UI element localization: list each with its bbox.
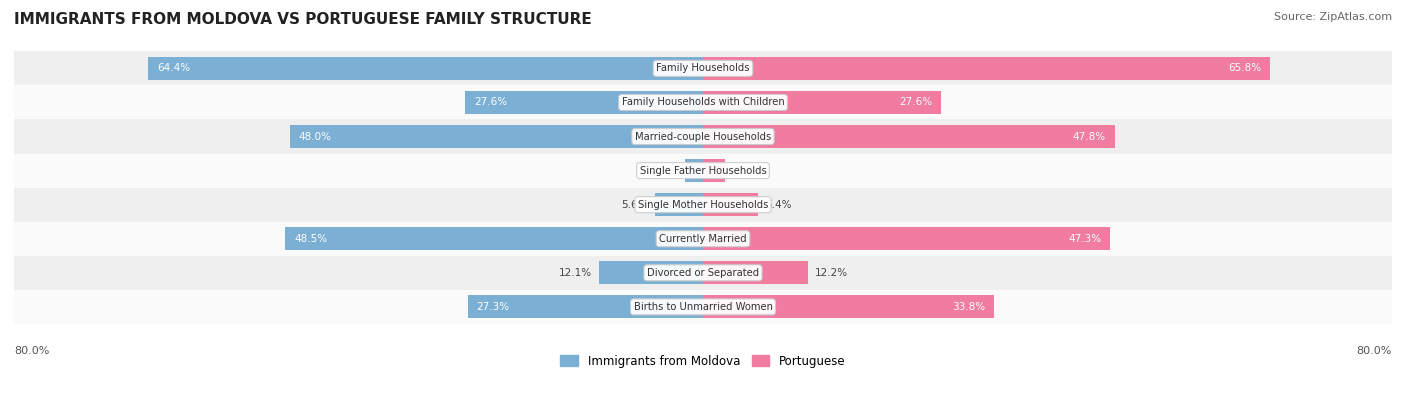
- Text: Married-couple Households: Married-couple Households: [636, 132, 770, 141]
- Text: 47.8%: 47.8%: [1073, 132, 1107, 141]
- Bar: [703, 227, 1111, 250]
- Text: Family Households with Children: Family Households with Children: [621, 98, 785, 107]
- Text: 48.0%: 48.0%: [298, 132, 332, 141]
- Bar: [703, 91, 941, 114]
- Text: 27.6%: 27.6%: [474, 98, 508, 107]
- Text: 2.5%: 2.5%: [731, 166, 758, 176]
- Text: 64.4%: 64.4%: [157, 63, 190, 73]
- Bar: [599, 261, 703, 284]
- Text: Births to Unmarried Women: Births to Unmarried Women: [634, 302, 772, 312]
- Bar: [703, 261, 808, 284]
- Text: 6.4%: 6.4%: [765, 199, 792, 210]
- Bar: [703, 57, 1270, 80]
- Text: 12.1%: 12.1%: [558, 268, 592, 278]
- Bar: [14, 256, 1392, 290]
- Text: 27.3%: 27.3%: [477, 302, 509, 312]
- Bar: [685, 159, 703, 182]
- Bar: [285, 227, 703, 250]
- Text: Single Mother Households: Single Mother Households: [638, 199, 768, 210]
- Bar: [703, 159, 724, 182]
- Bar: [655, 193, 703, 216]
- Text: Currently Married: Currently Married: [659, 234, 747, 244]
- Text: IMMIGRANTS FROM MOLDOVA VS PORTUGUESE FAMILY STRUCTURE: IMMIGRANTS FROM MOLDOVA VS PORTUGUESE FA…: [14, 12, 592, 27]
- Text: 33.8%: 33.8%: [952, 302, 986, 312]
- Text: 80.0%: 80.0%: [1357, 346, 1392, 356]
- Text: Single Father Households: Single Father Households: [640, 166, 766, 176]
- Legend: Immigrants from Moldova, Portuguese: Immigrants from Moldova, Portuguese: [555, 350, 851, 372]
- Bar: [14, 51, 1392, 85]
- Bar: [468, 295, 703, 318]
- Text: Family Households: Family Households: [657, 63, 749, 73]
- Text: 5.6%: 5.6%: [621, 199, 648, 210]
- Bar: [149, 57, 703, 80]
- Text: Source: ZipAtlas.com: Source: ZipAtlas.com: [1274, 12, 1392, 22]
- Text: 80.0%: 80.0%: [14, 346, 49, 356]
- Bar: [14, 119, 1392, 154]
- Bar: [290, 125, 703, 148]
- Text: 2.1%: 2.1%: [651, 166, 678, 176]
- Bar: [14, 188, 1392, 222]
- Text: 48.5%: 48.5%: [294, 234, 328, 244]
- Bar: [14, 290, 1392, 324]
- Text: 27.6%: 27.6%: [898, 98, 932, 107]
- Bar: [703, 295, 994, 318]
- Bar: [14, 222, 1392, 256]
- Text: Divorced or Separated: Divorced or Separated: [647, 268, 759, 278]
- Bar: [703, 193, 758, 216]
- Text: 12.2%: 12.2%: [815, 268, 848, 278]
- Text: 65.8%: 65.8%: [1227, 63, 1261, 73]
- Bar: [465, 91, 703, 114]
- Bar: [703, 125, 1115, 148]
- Text: 47.3%: 47.3%: [1069, 234, 1102, 244]
- Bar: [14, 85, 1392, 120]
- Bar: [14, 154, 1392, 188]
